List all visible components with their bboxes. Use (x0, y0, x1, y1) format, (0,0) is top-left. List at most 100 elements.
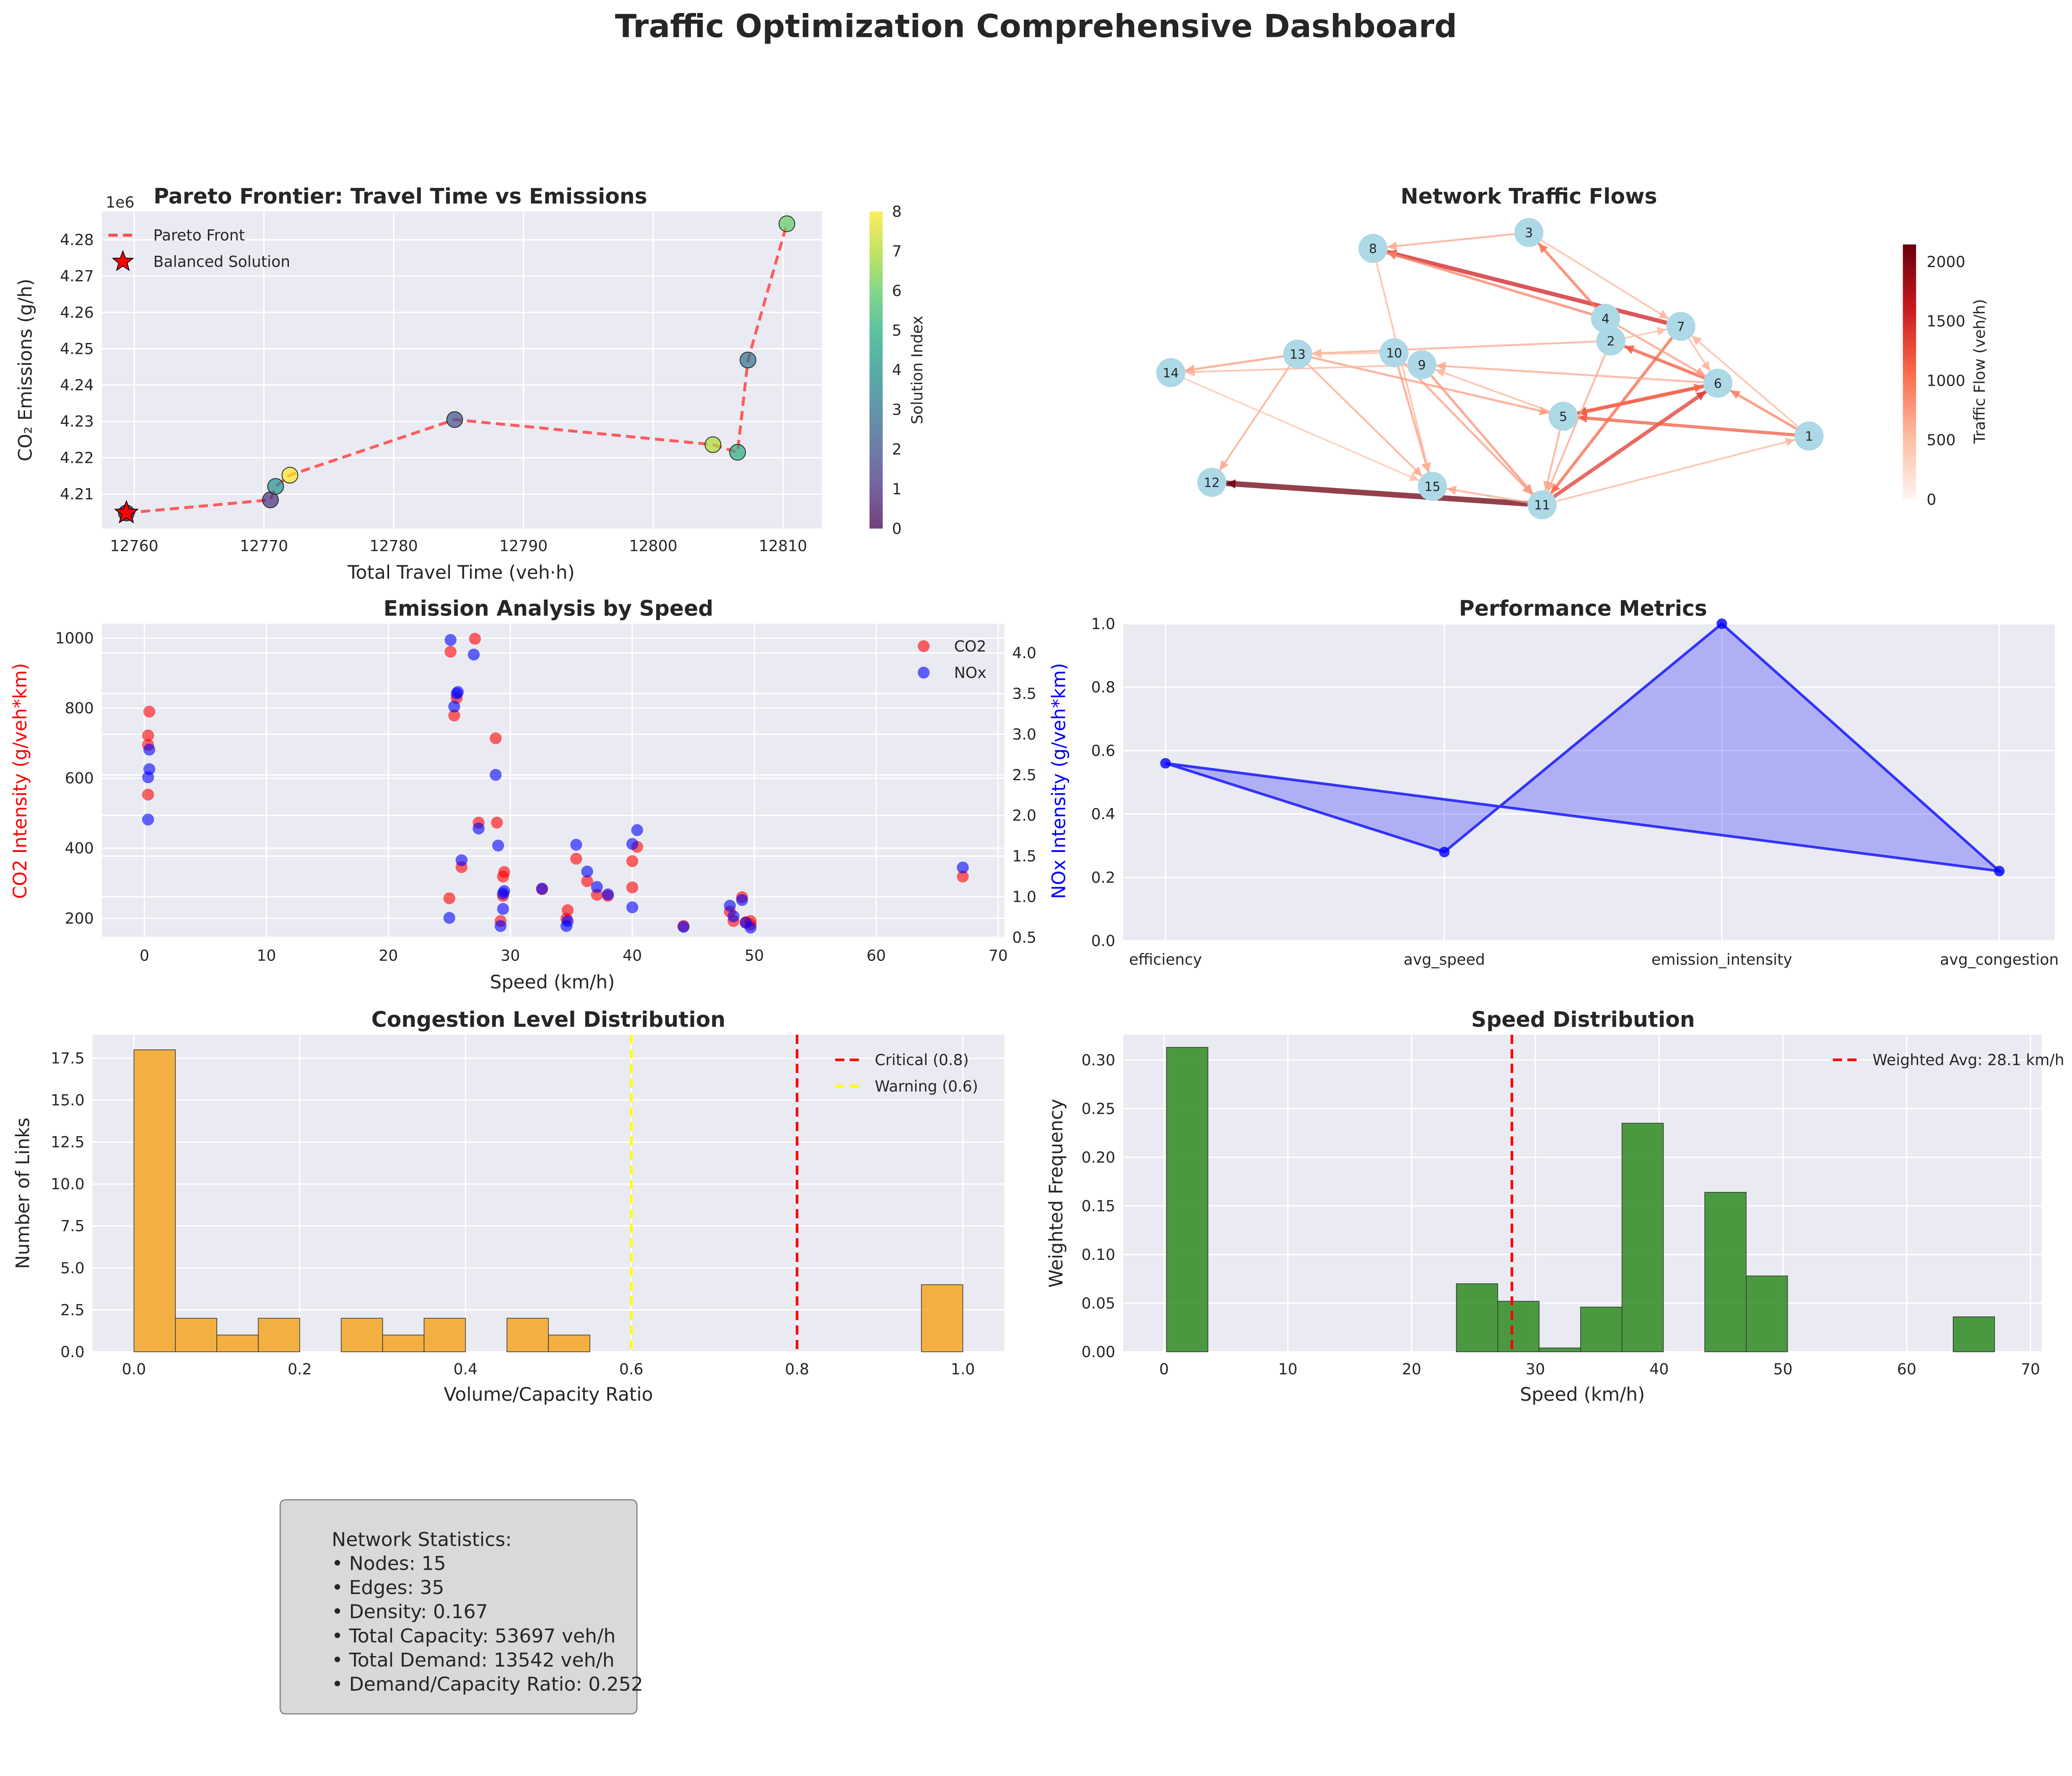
flow-edge (1550, 337, 1673, 494)
histogram-bar (1621, 1123, 1664, 1353)
histogram-x-tick: 0.2 (288, 1360, 312, 1378)
network-node-label: 15 (1424, 480, 1440, 494)
flow-edge (1537, 242, 1597, 309)
network-node-label: 6 (1714, 376, 1722, 391)
network-node (1197, 467, 1226, 497)
flow-edge (1376, 262, 1430, 473)
performance-point (1716, 618, 1727, 629)
legend-star-icon (112, 250, 134, 271)
emission-x-tick: 0 (140, 946, 149, 964)
flow-edge (1307, 364, 1423, 477)
histogram-x-tick: 0 (1159, 1360, 1169, 1378)
emission-x-tick: 20 (379, 946, 398, 964)
network-statistics-line: • Nodes: 15 (332, 1552, 446, 1574)
histogram-bar (1953, 1316, 1995, 1353)
network-statistics-line: • Density: 0.167 (332, 1601, 488, 1623)
colorbar-tick: 0 (1927, 491, 1936, 509)
nox-point (745, 922, 757, 934)
pareto-y-label: CO₂ Emissions (g/h) (15, 279, 36, 462)
co2-point (626, 881, 639, 893)
histogram-x-tick: 60 (1897, 1360, 1916, 1378)
legend-co2: CO2 (954, 637, 987, 655)
network-statistics-line: • Edges: 35 (332, 1576, 444, 1599)
pareto-point (446, 411, 463, 428)
co2-point (142, 729, 154, 742)
histogram-y-tick: 0.15 (1081, 1197, 1115, 1215)
histogram-y-tick: 0.25 (1081, 1100, 1115, 1118)
histogram-y-tick: 0.10 (1081, 1246, 1115, 1264)
emission-y2-tick: 2.0 (1012, 807, 1036, 825)
network-node-label: 8 (1369, 242, 1377, 257)
performance-point (1439, 846, 1450, 857)
histogram-y-tick: 15.0 (51, 1091, 85, 1109)
network-node-label: 14 (1163, 366, 1179, 381)
network-node (1596, 326, 1625, 356)
histogram-bar (423, 1318, 466, 1353)
nox-point (455, 854, 468, 866)
histogram-bar (258, 1318, 300, 1353)
colorbar-tick: 0 (892, 519, 901, 537)
nox-point (492, 839, 504, 852)
emission-y-tick: 1000 (55, 629, 94, 647)
histogram-bar (1166, 1047, 1208, 1353)
pareto-x-tick: 12770 (240, 537, 288, 555)
co2-point (491, 816, 503, 829)
pareto-point (281, 467, 299, 484)
network-statistics-box (279, 1499, 638, 1715)
nox-point (626, 838, 639, 850)
flow-edge-arrowhead (1220, 460, 1229, 470)
legend-entry: Critical (0.8) (875, 1051, 968, 1069)
colorbar-tick: 1000 (1927, 371, 1965, 389)
histogram-bar (548, 1335, 590, 1353)
histogram-bar (340, 1318, 383, 1353)
histogram-y-tick: 0.00 (1081, 1343, 1115, 1361)
flow-edge-arrowhead (1387, 251, 1397, 260)
network-node (1703, 369, 1732, 398)
histogram-plot-area (1123, 1034, 2042, 1352)
pareto-point (267, 478, 284, 495)
flow-edge-arrowhead (1185, 367, 1195, 377)
histogram-y-tick: 0.0 (60, 1343, 85, 1361)
co2-point (490, 732, 502, 744)
co2-point (570, 852, 582, 865)
legend-co2-marker (917, 640, 930, 652)
pareto-y-tick: 4.24 (60, 376, 94, 394)
histogram-title: Congestion Level Distribution (371, 1007, 726, 1032)
nox-point (581, 865, 593, 878)
flow-edge (1397, 366, 1430, 473)
flow-edge (1312, 340, 1597, 355)
flow-edge (1430, 375, 1534, 495)
pareto-y-tick: 4.22 (60, 449, 94, 467)
network-node-label: 2 (1607, 334, 1615, 349)
colorbar-tick: 4 (892, 361, 901, 379)
network-statistics-heading: Network Statistics: (332, 1529, 512, 1551)
network-node (1591, 304, 1620, 333)
flow-edge-arrowhead (1538, 243, 1548, 254)
emission-x-tick: 70 (989, 946, 1008, 964)
performance-point (1160, 758, 1171, 769)
flow-edge (1553, 390, 1707, 498)
histogram-y-tick: 5.0 (60, 1259, 85, 1277)
performance-category-label: avg_speed (1404, 950, 1485, 968)
flow-edge-arrowhead (1693, 384, 1704, 393)
network-statistics-line: • Total Capacity: 53697 veh/h (332, 1625, 615, 1647)
emission-x-tick: 10 (257, 946, 276, 964)
legend-entry: Warning (0.6) (875, 1077, 978, 1095)
flow-edge (1623, 345, 1705, 379)
histogram-x-label: Speed (km/h) (1520, 1384, 1645, 1405)
emission-x-tick: 30 (501, 946, 520, 964)
co2-point (957, 870, 969, 883)
pareto-x-tick: 12800 (629, 537, 677, 555)
performance-y-tick: 0.0 (1091, 932, 1115, 950)
nox-point (143, 743, 156, 756)
flow-edge (1387, 251, 1592, 316)
histogram-bar (382, 1335, 425, 1353)
network-node-label: 5 (1559, 410, 1567, 424)
pareto-y-tick: 4.27 (60, 267, 94, 285)
colorbar-tick: 2 (892, 440, 901, 458)
flow-edge-arrowhead (1547, 481, 1556, 492)
nox-point (443, 912, 455, 924)
emission-y-tick: 200 (65, 909, 94, 927)
